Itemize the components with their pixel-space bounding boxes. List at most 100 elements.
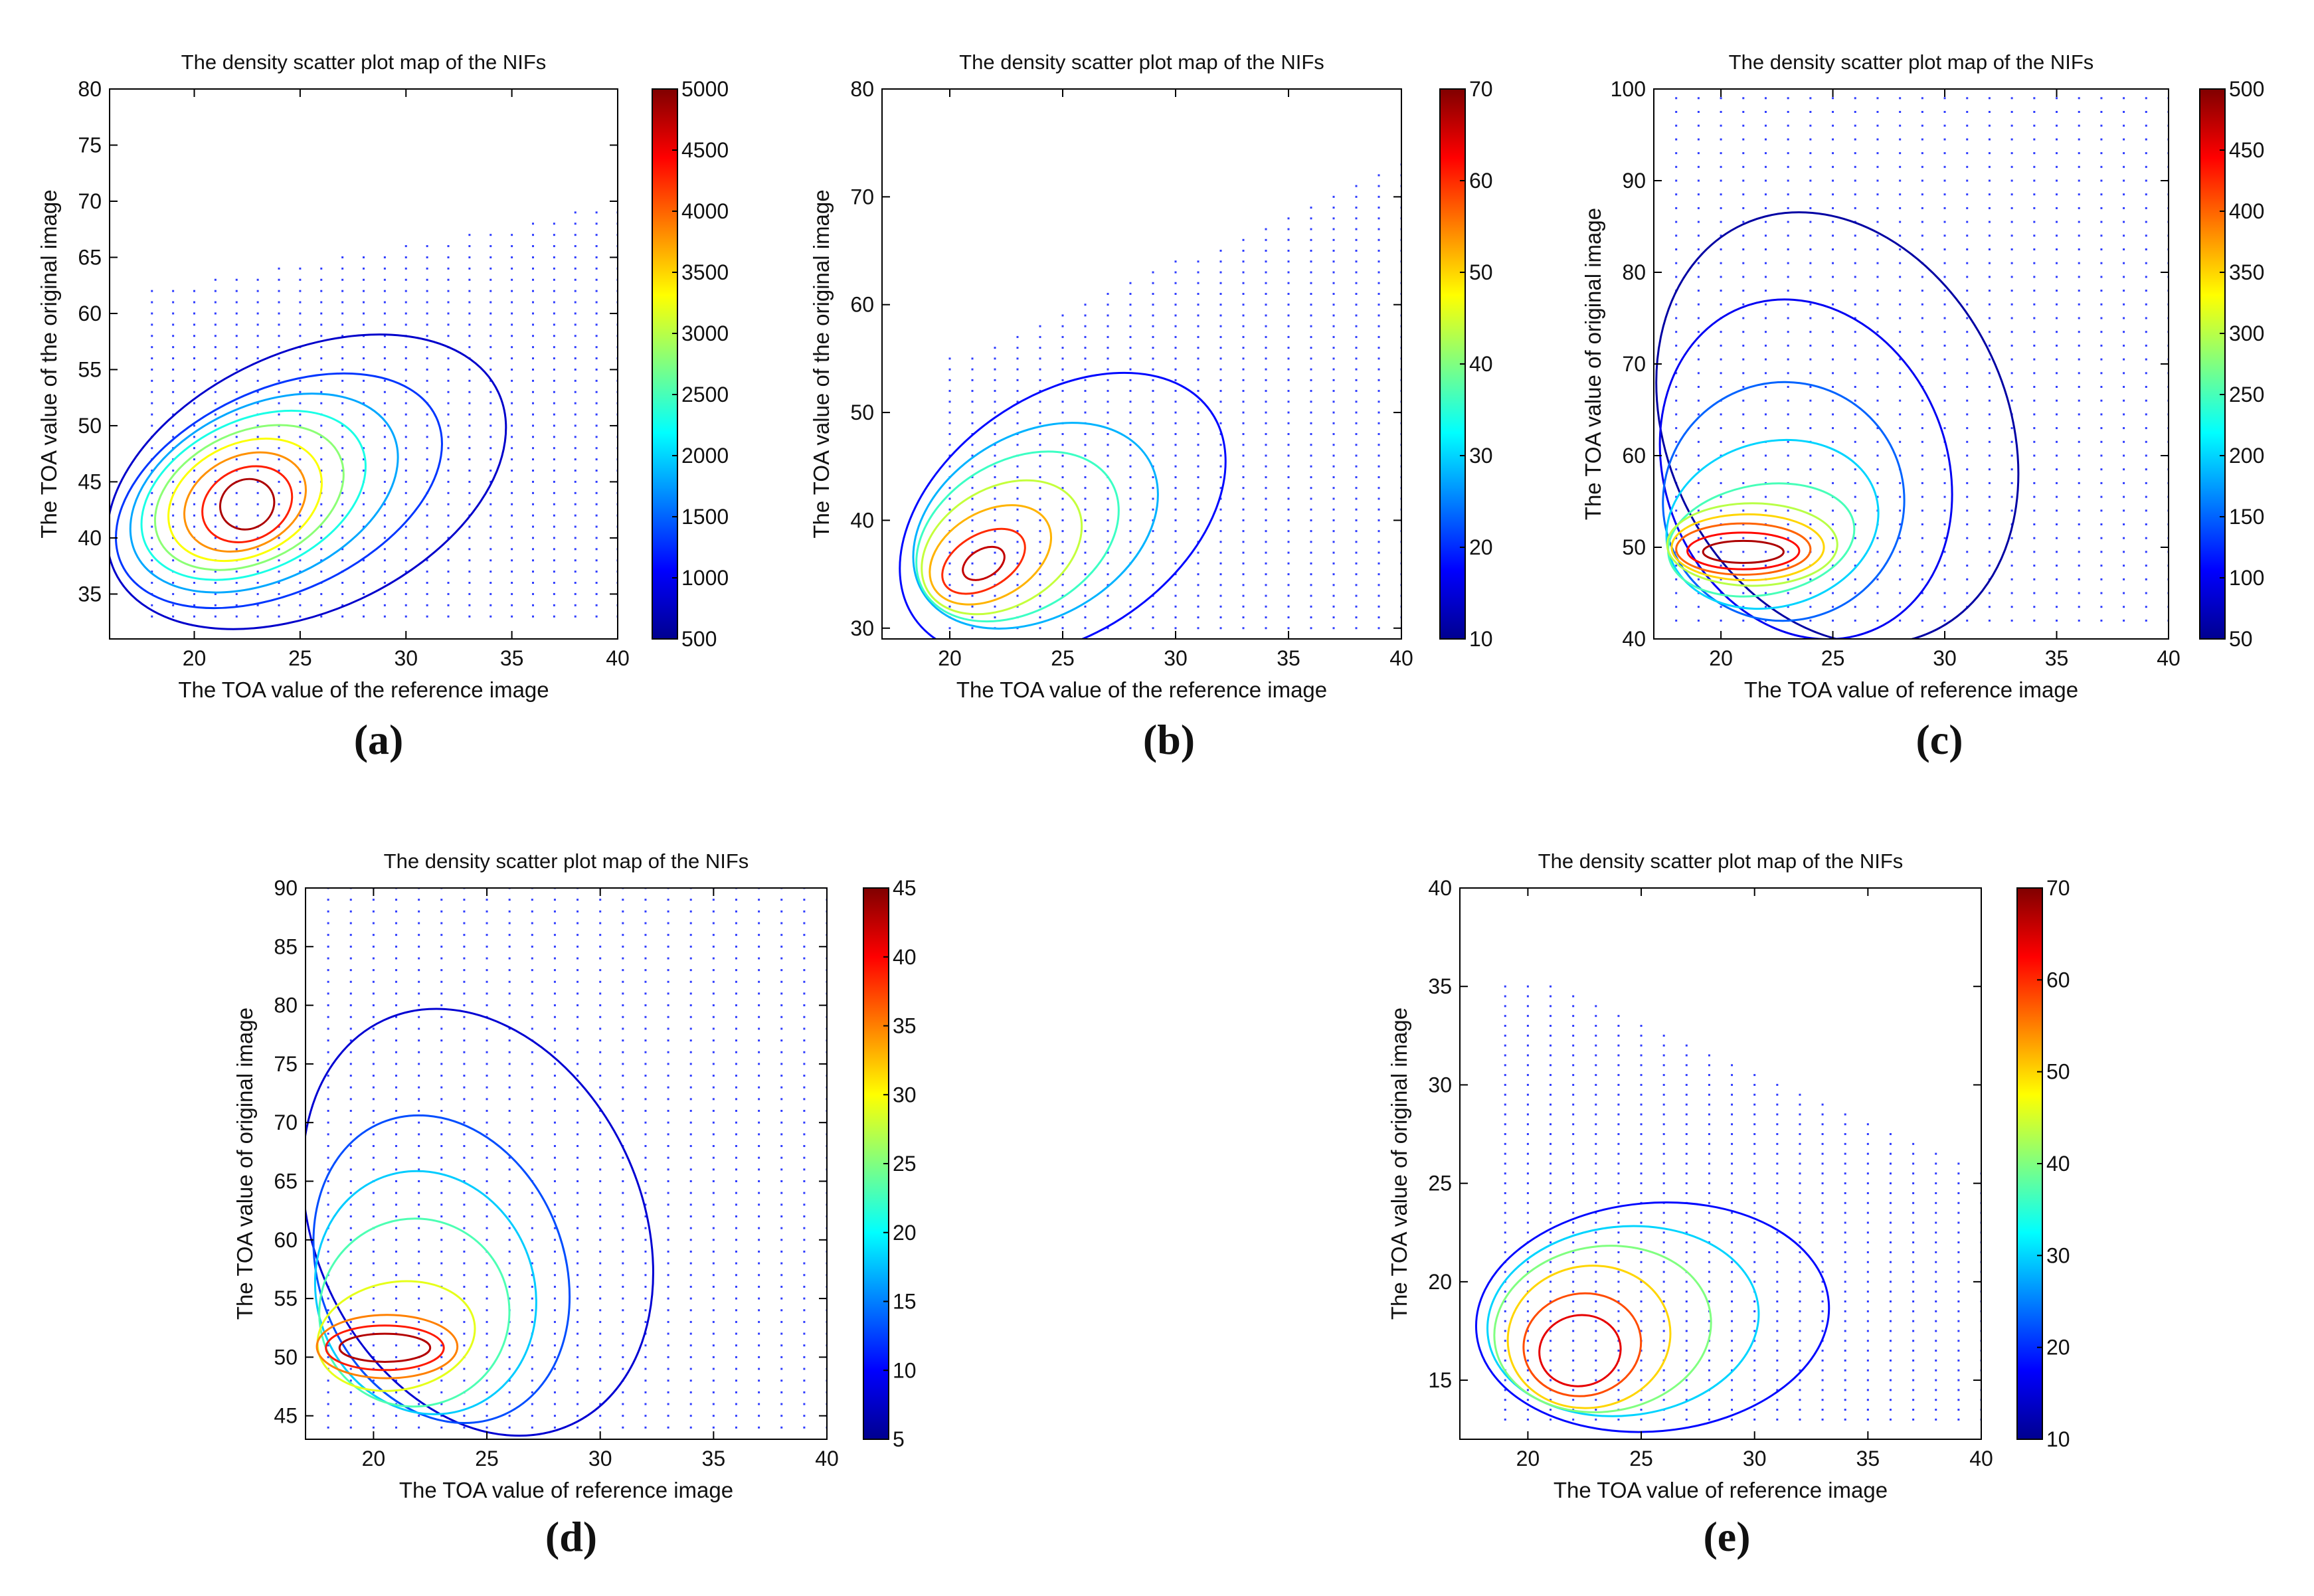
y-tick-label: 45 <box>78 470 102 493</box>
scatter-point <box>511 379 513 382</box>
scatter-point <box>151 335 153 337</box>
scatter-point <box>1084 530 1087 533</box>
scatter-point <box>531 1426 533 1429</box>
scatter-point <box>1378 411 1380 414</box>
scatter-point <box>1685 1192 1688 1194</box>
scatter-point <box>395 1239 398 1241</box>
scatter-point <box>1720 193 1722 196</box>
scatter-point <box>363 413 365 416</box>
scatter-point <box>1640 1251 1643 1253</box>
scatter-point <box>2056 97 2058 100</box>
scatter-point <box>2100 193 2103 196</box>
scatter-point <box>1174 605 1177 608</box>
scatter-point <box>803 1320 806 1323</box>
scatter-point <box>2056 207 2058 209</box>
scatter-point <box>2078 124 2080 127</box>
scatter-point <box>363 301 365 304</box>
scatter-point <box>508 1203 511 1206</box>
scatter-point <box>1764 468 1767 471</box>
scatter-point <box>1265 594 1267 597</box>
scatter-point <box>1832 454 1834 457</box>
scatter-point <box>2056 565 2058 567</box>
scatter-point <box>971 605 974 608</box>
scatter-point <box>2056 578 2058 580</box>
scatter-point <box>1912 1350 1915 1352</box>
scatter-point <box>1889 1330 1892 1332</box>
scatter-point <box>1287 260 1290 263</box>
scatter-point <box>758 934 760 936</box>
scatter-point <box>1107 508 1109 511</box>
scatter-point <box>1550 1025 1552 1027</box>
scatter-point <box>1776 1221 1779 1224</box>
contour-lines <box>110 333 507 630</box>
scatter-point <box>341 335 344 337</box>
scatter-point <box>1617 1231 1620 1234</box>
scatter-point <box>1720 124 1722 127</box>
scatter-point <box>1776 1142 1779 1145</box>
scatter-point <box>2123 317 2125 319</box>
scatter-point <box>667 1285 669 1288</box>
scatter-point <box>1697 221 1700 223</box>
scatter-point <box>1899 152 1902 155</box>
scatter-point <box>363 548 365 551</box>
scatter-point <box>803 1227 806 1229</box>
scatter-point <box>1966 440 1969 443</box>
scatter-point <box>1889 1300 1892 1302</box>
scatter-point <box>1844 1369 1846 1372</box>
scatter-point <box>1742 152 1745 155</box>
scatter-point <box>426 290 428 292</box>
scatter-point <box>1799 1290 1801 1293</box>
scatter-point <box>2010 207 2013 209</box>
scatter-point <box>1595 1162 1597 1165</box>
scatter-point <box>1957 1290 1960 1293</box>
scatter-point <box>440 1356 443 1358</box>
scatter-point <box>1550 1359 1552 1362</box>
scatter-point <box>622 1227 624 1229</box>
scatter-point <box>2010 551 2013 553</box>
scatter-point <box>1876 440 1879 443</box>
scatter-point <box>508 1426 511 1429</box>
scatter-point <box>994 605 996 608</box>
scatter-point <box>553 969 556 972</box>
scatter-point <box>372 934 375 936</box>
scatter-point <box>193 424 195 427</box>
scatter-point <box>468 290 471 292</box>
scatter-point <box>1866 1221 1869 1224</box>
scatter-point <box>1310 379 1312 381</box>
scatter-point <box>1310 368 1312 371</box>
scatter-point <box>1504 1093 1506 1096</box>
scatter-point <box>1787 303 1789 306</box>
scatter-point <box>758 1039 760 1042</box>
scatter-point <box>595 346 598 349</box>
scatter-point <box>574 559 577 562</box>
scatter-point <box>2033 248 2036 250</box>
scatter-point <box>349 899 352 901</box>
scatter-point <box>667 1379 669 1382</box>
scatter-point <box>1787 317 1789 319</box>
scatter-point <box>320 503 323 505</box>
scatter-point <box>1809 372 1812 375</box>
scatter-point <box>1809 234 1812 237</box>
scatter-point <box>1832 372 1834 375</box>
scatter-point <box>599 1332 602 1335</box>
scatter-point <box>511 604 513 606</box>
scatter-point <box>1776 1241 1779 1244</box>
scatter-point <box>1966 454 1969 457</box>
scatter-point <box>1866 1418 1869 1421</box>
scatter-point <box>1764 290 1767 292</box>
scatter-point <box>2123 138 2125 141</box>
scatter-point <box>1572 1211 1575 1214</box>
x-tick-label: 25 <box>288 646 312 670</box>
scatter-point <box>1988 248 1991 250</box>
scatter-point <box>214 413 217 416</box>
scatter-point <box>349 1368 352 1370</box>
scatter-point <box>1889 1418 1892 1421</box>
scatter-point <box>1899 262 1902 264</box>
scatter-point <box>622 1156 624 1159</box>
scatter-point <box>599 1156 602 1159</box>
scatter-point <box>1876 399 1879 402</box>
scatter-point <box>644 969 647 972</box>
scatter-point <box>735 1274 737 1277</box>
scatter-point <box>1174 562 1177 565</box>
scatter-point <box>622 934 624 936</box>
